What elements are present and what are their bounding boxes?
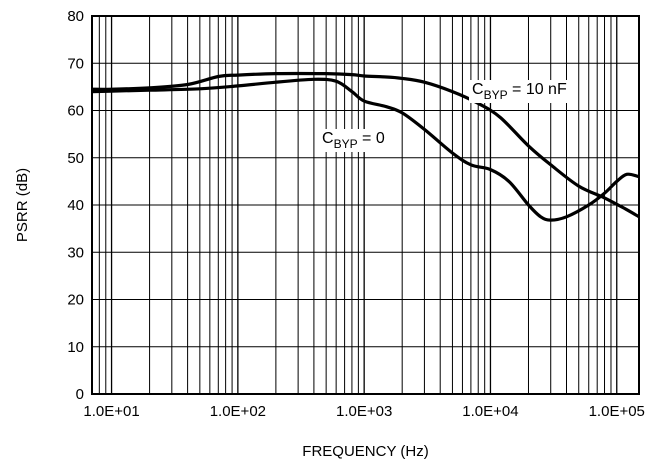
y-tick-label: 80 bbox=[67, 8, 84, 25]
series-label-sub: BYP bbox=[334, 137, 358, 151]
series-label-text: CBYP = 0 bbox=[322, 130, 385, 151]
y-tick-label: 20 bbox=[67, 292, 84, 309]
series-line-cbyp-10nf bbox=[92, 71, 639, 219]
x-tick-label: 1.0E+05 bbox=[589, 403, 645, 420]
series-label-cbyp-0: CBYP = 0 bbox=[319, 129, 388, 152]
series-label-cbyp-10nf: CBYP = 10 nF bbox=[469, 80, 570, 103]
y-tick-label: 30 bbox=[67, 244, 84, 261]
plot-frame bbox=[91, 15, 640, 395]
y-tick-label: 60 bbox=[67, 103, 84, 120]
grid-layer bbox=[91, 15, 639, 395]
series-label-text: CBYP = 10 nF bbox=[472, 81, 567, 102]
x-tick-label: 1.0E+01 bbox=[83, 403, 139, 420]
series-label-tail: = 0 bbox=[358, 130, 385, 147]
series-label-bg bbox=[319, 129, 388, 152]
tick-layer: 0 10 20 30 40 50 60 70 80 1.0E+01 1.0E+02 1.0E+03 1.… bbox=[67, 8, 645, 420]
series-label-tail: = 10 nF bbox=[508, 81, 567, 98]
x-axis-label: FREQUENCY (Hz) bbox=[302, 443, 428, 460]
x-tick-label: 1.0E+04 bbox=[462, 403, 518, 420]
series-line-cbyp-0 bbox=[92, 77, 639, 222]
y-tick-label: 10 bbox=[67, 339, 84, 356]
series-label-main: C bbox=[322, 130, 334, 147]
y-tick-label: 0 bbox=[76, 386, 84, 403]
series-label-bg bbox=[469, 80, 570, 103]
x-tick-label: 1.0E+02 bbox=[210, 403, 266, 420]
y-axis-label: PSRR (dB) bbox=[14, 168, 31, 242]
series-label-sub: BYP bbox=[484, 88, 508, 102]
y-tick-label: 40 bbox=[67, 197, 84, 214]
series-label-main: C bbox=[472, 81, 484, 98]
y-tick-label: 70 bbox=[67, 55, 84, 72]
series-layer bbox=[92, 71, 639, 222]
x-tick-label: 1.0E+03 bbox=[336, 403, 392, 420]
y-tick-label: 50 bbox=[67, 150, 84, 167]
